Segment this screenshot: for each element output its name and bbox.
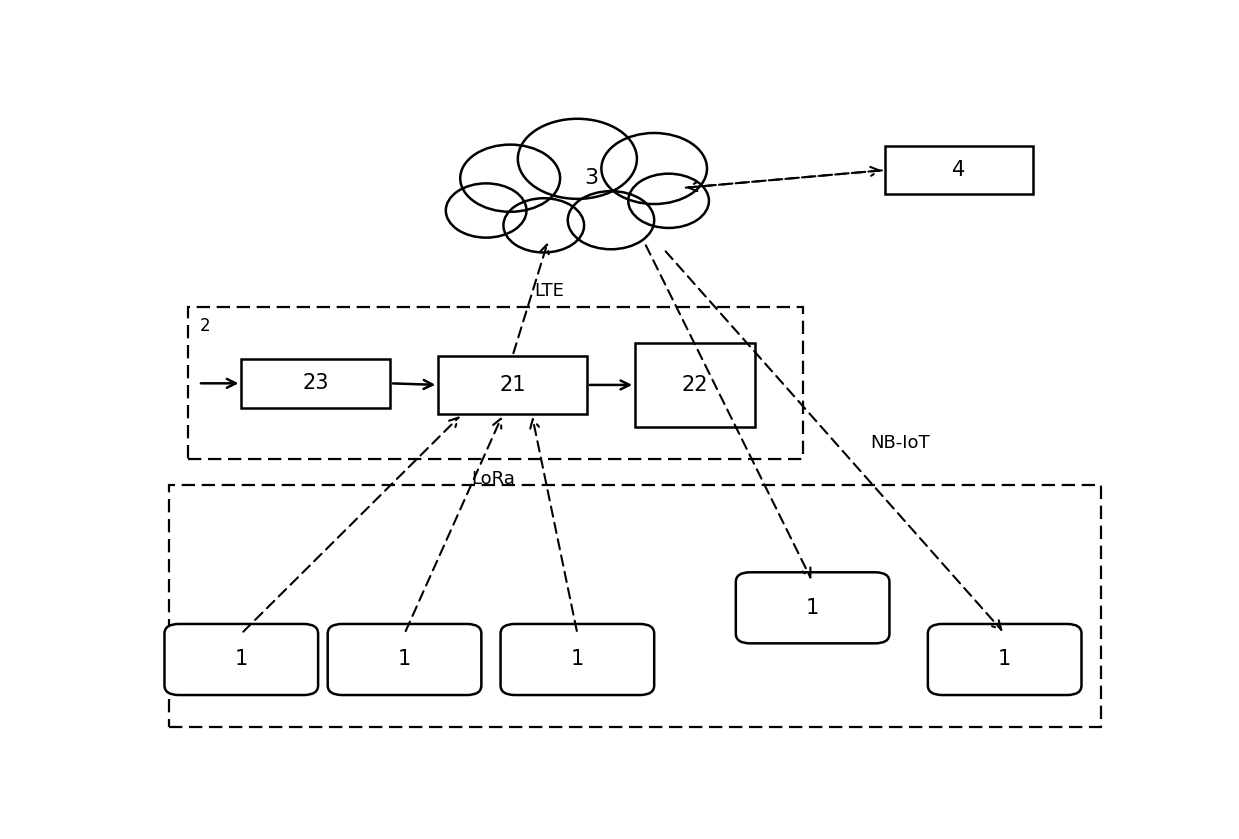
Text: NB-IoT: NB-IoT bbox=[870, 434, 929, 452]
FancyBboxPatch shape bbox=[636, 343, 755, 427]
Text: 1: 1 bbox=[571, 649, 584, 670]
FancyBboxPatch shape bbox=[242, 359, 390, 408]
FancyBboxPatch shape bbox=[736, 572, 890, 644]
FancyBboxPatch shape bbox=[885, 146, 1033, 195]
Text: LTE: LTE bbox=[534, 282, 564, 300]
Circle shape bbox=[503, 198, 584, 253]
Text: 1: 1 bbox=[398, 649, 411, 670]
FancyBboxPatch shape bbox=[327, 624, 481, 695]
Text: 22: 22 bbox=[681, 375, 709, 395]
Circle shape bbox=[601, 133, 707, 204]
Circle shape bbox=[460, 144, 560, 211]
Text: 21: 21 bbox=[499, 375, 525, 395]
FancyBboxPatch shape bbox=[439, 356, 587, 414]
Circle shape bbox=[518, 119, 637, 199]
Circle shape bbox=[446, 184, 527, 237]
Text: 3: 3 bbox=[585, 168, 598, 188]
Text: 2: 2 bbox=[199, 317, 211, 335]
Text: 4: 4 bbox=[953, 160, 965, 180]
Text: 1: 1 bbox=[234, 649, 248, 670]
FancyBboxPatch shape bbox=[165, 624, 318, 695]
Text: 1: 1 bbox=[807, 598, 819, 618]
Circle shape bbox=[628, 174, 709, 228]
FancyBboxPatch shape bbox=[501, 624, 654, 695]
Circle shape bbox=[567, 191, 654, 249]
Text: 1: 1 bbox=[999, 649, 1011, 670]
Text: 23: 23 bbox=[302, 373, 330, 393]
Text: LoRa: LoRa bbox=[472, 470, 515, 487]
FancyBboxPatch shape bbox=[928, 624, 1082, 695]
